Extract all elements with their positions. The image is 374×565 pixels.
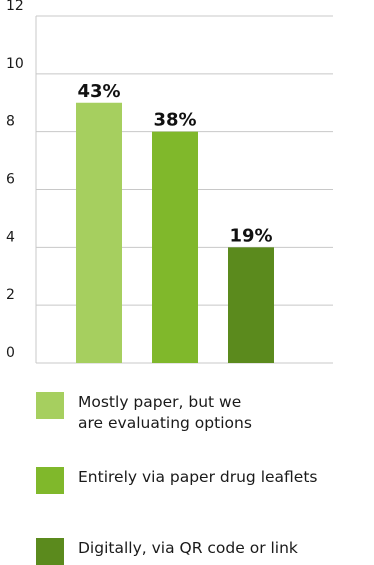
legend-label-line: Mostly paper, but we	[78, 393, 242, 411]
data-label: 19%	[229, 225, 272, 246]
legend-swatch	[36, 467, 64, 494]
legend-swatch	[36, 392, 64, 419]
y-tick-label: 12	[6, 0, 24, 14]
data-labels: 43% 38% 19%	[77, 81, 272, 247]
data-label: 38%	[153, 110, 196, 131]
legend-label: Mostly paper, but we are evaluating opti…	[78, 392, 372, 434]
y-tick-label: 6	[6, 172, 15, 188]
y-tick-label: 4	[6, 229, 15, 245]
y-axis-ticks: 0 2 4 6 8 10 12	[6, 0, 24, 361]
legend-label-line: are evaluating options	[78, 414, 252, 432]
bar	[228, 247, 274, 363]
bars	[76, 102, 274, 363]
legend-label-line: Digitally, via QR code or link	[78, 539, 298, 557]
legend-label-line: Entirely via paper drug leaflets	[78, 468, 318, 486]
legend-label: Entirely via paper drug leaflets	[78, 467, 372, 488]
legend-item-entirely-paper: Entirely via paper drug leaflets	[36, 467, 372, 494]
bar-chart: 0 2 4 6 8 10 12 43% 38% 19%	[6, 0, 333, 364]
legend-swatch	[36, 538, 64, 565]
y-tick-label: 2	[6, 287, 15, 303]
bar	[76, 102, 122, 363]
y-tick-label: 8	[6, 114, 15, 130]
legend-item-mostly-paper: Mostly paper, but we are evaluating opti…	[36, 392, 372, 434]
data-label: 43%	[77, 81, 120, 102]
legend-label: Digitally, via QR code or link	[78, 538, 372, 559]
y-tick-label: 0	[6, 345, 15, 361]
legend-item-digitally: Digitally, via QR code or link	[36, 538, 372, 565]
y-tick-label: 10	[6, 56, 24, 72]
bar	[152, 131, 198, 363]
